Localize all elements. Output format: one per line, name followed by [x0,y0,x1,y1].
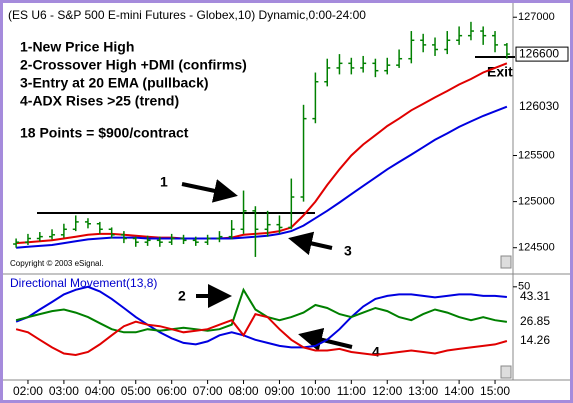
scroll-icon[interactable] [500,365,512,379]
note: 1-New Price High [20,39,134,55]
callout: 4 [372,344,380,360]
line [15,312,508,357]
x-tick-label: 14:00 [444,384,474,398]
y-tick-label: 125000 [518,196,555,208]
x-tick-label: 05:00 [121,384,151,398]
last-value: 126030 [519,99,559,113]
note: 2-Crossover High +DMI (confirms) [20,57,247,73]
callout: 1 [160,174,168,190]
y-tick-label: 124500 [518,242,555,254]
last-value: 43.31 [520,289,550,303]
copyright: Copyright © 2003 eSignal. [10,259,104,268]
note: 4-ADX Rises >25 (trend) [20,93,179,109]
callout: 2 [178,288,186,304]
arrow [181,179,238,203]
line [16,105,508,249]
last-value: 26.85 [520,314,550,328]
x-tick-label: 10:00 [300,384,330,398]
y-tick-label: 127000 [518,11,555,23]
x-tick-label: 15:00 [480,384,510,398]
x-tick-label: 06:00 [157,384,187,398]
x-tick-label: 07:00 [193,384,223,398]
x-tick-label: 09:00 [264,384,294,398]
y-tick-label: 50 [518,281,530,293]
note: 3-Entry at 20 EMA (pullback) [20,75,209,91]
line [15,287,508,334]
panel-title: Directional Movement(13,8) [10,276,157,290]
last-value: 14.26 [520,333,550,347]
note: 18 Points = $900/contract [20,125,189,141]
chart-title: (ES U6 - S&P 500 E-mini Futures - Globex… [8,8,366,22]
x-tick-label: 11:00 [337,384,366,398]
arrow [288,231,333,256]
callout: 3 [344,243,352,259]
price-box [515,46,569,62]
x-tick-label: 04:00 [85,384,115,398]
line [15,285,507,349]
x-tick-label: 12:00 [372,384,402,398]
y-tick-label: 125500 [518,149,555,161]
x-tick-label: 02:00 [13,384,43,398]
x-tick-label: 08:00 [229,384,259,398]
scroll-icon[interactable] [500,255,512,269]
x-tick-label: 13:00 [408,384,438,398]
x-tick-label: 03:00 [49,384,79,398]
line [16,62,508,245]
last-price: 126600 [519,46,559,60]
